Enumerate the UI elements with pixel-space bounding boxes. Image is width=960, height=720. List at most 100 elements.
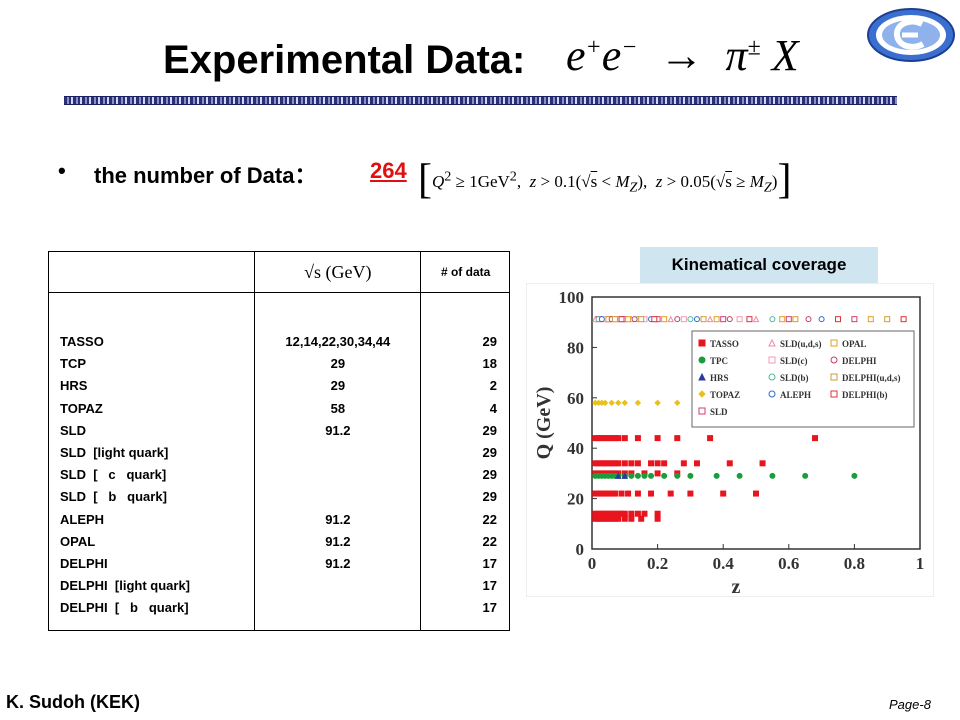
data-point xyxy=(625,490,632,497)
data-point xyxy=(641,472,648,479)
legend-marker xyxy=(830,373,838,381)
cell-n: 29 xyxy=(482,489,497,505)
data-point xyxy=(835,316,841,323)
y-tick-label: 20 xyxy=(567,490,584,509)
cell-energy: 91.2 xyxy=(325,556,351,572)
data-point xyxy=(634,460,641,467)
legend-label: SLD(c) xyxy=(780,356,808,366)
data-point xyxy=(651,316,658,323)
data-point xyxy=(648,472,655,479)
legend-label: SLD(u,d,s) xyxy=(780,339,822,349)
cell-n: 29 xyxy=(482,467,497,483)
experiment-column: TASSO TCP HRS TOPAZ SLD SLD [light quark] SLD … xyxy=(47,292,256,631)
legend-label: HRS xyxy=(710,373,729,383)
plot-frame xyxy=(591,296,921,550)
data-point xyxy=(615,460,622,467)
cell-energy: 29 xyxy=(330,356,346,372)
y-tick-label: 40 xyxy=(567,439,584,458)
data-point xyxy=(654,515,661,522)
cell-exp: ALEPH xyxy=(60,511,105,527)
table-header-count: # of data xyxy=(420,251,510,293)
data-point xyxy=(621,515,628,522)
y-tick-label: 60 xyxy=(567,389,584,408)
cell-energy: 58 xyxy=(330,400,346,416)
data-point xyxy=(654,435,661,442)
cell-exp: TOPAZ xyxy=(60,400,103,416)
cell-n: 17 xyxy=(482,578,497,594)
data-point xyxy=(802,472,809,479)
cell-energy xyxy=(256,597,419,619)
table-header-energy: √s (GeV) xyxy=(254,251,422,293)
legend-marker xyxy=(698,390,706,398)
data-point xyxy=(779,316,786,323)
data-point xyxy=(785,316,792,323)
cell-n: 17 xyxy=(482,600,497,616)
data-point xyxy=(736,472,743,479)
legend-label: ALEPH xyxy=(780,390,811,400)
data-point xyxy=(736,316,743,323)
legend-label: DELPHI(u,d,s) xyxy=(842,373,901,383)
legend-marker xyxy=(768,390,776,398)
data-point xyxy=(634,472,641,479)
bullet-icon: • xyxy=(58,158,66,183)
data-point xyxy=(615,435,622,442)
data-point xyxy=(598,316,605,323)
data-point xyxy=(634,435,641,442)
data-point xyxy=(674,399,681,407)
data-point xyxy=(706,315,714,323)
data-point xyxy=(628,472,635,479)
data-point xyxy=(884,316,891,323)
legend-marker xyxy=(698,339,706,347)
x-axis-label: z xyxy=(732,576,741,597)
data-point xyxy=(661,472,668,479)
legend-marker xyxy=(768,338,776,347)
data-point xyxy=(726,460,733,467)
footer-page: Page-8 xyxy=(889,697,931,712)
cell-exp: OPAL xyxy=(60,533,96,549)
data-point xyxy=(693,460,700,467)
data-point xyxy=(693,316,700,323)
legend-marker xyxy=(768,373,776,381)
cell-n: 17 xyxy=(482,556,497,572)
data-point xyxy=(667,315,675,323)
data-point xyxy=(674,472,681,479)
legend-label: DELPHI xyxy=(842,356,877,366)
data-point xyxy=(700,316,707,323)
data-point xyxy=(614,472,622,479)
cell-n: 29 xyxy=(482,334,497,349)
data-point xyxy=(752,315,760,323)
data-point xyxy=(611,490,618,497)
cell-exp: SLD [light quark] xyxy=(60,445,169,461)
data-point xyxy=(746,316,753,323)
data-point xyxy=(634,399,642,407)
data-point xyxy=(638,515,645,522)
data-point xyxy=(621,510,628,517)
y-tick-label: 80 xyxy=(567,338,584,357)
data-point xyxy=(611,316,618,323)
data-point xyxy=(661,460,668,467)
data-point xyxy=(618,316,625,323)
data-point xyxy=(759,460,766,467)
table-header-row: √s (GeV) # of data xyxy=(47,251,510,293)
cell-energy: 12,14,22,30,34,44 xyxy=(285,334,391,349)
cell-exp: TCP xyxy=(60,356,86,372)
bullet-label: the number of Data： xyxy=(94,163,317,188)
legend-marker xyxy=(830,339,838,347)
data-point xyxy=(713,316,720,323)
cell-energy xyxy=(256,575,419,597)
data-point xyxy=(621,435,628,442)
x-tick-label: 0.8 xyxy=(844,554,865,573)
data-point xyxy=(867,316,874,323)
legend-label: DELPHI(b) xyxy=(842,390,888,400)
count-column: 29 18 2 4 29 29 29 29 22 22 17 17 17 xyxy=(420,292,510,631)
slide-title: Experimental Data: xyxy=(163,38,526,82)
data-point xyxy=(654,510,661,517)
legend-label: TPC xyxy=(710,356,728,366)
data-point xyxy=(687,316,694,323)
data-point xyxy=(851,316,858,323)
data-point xyxy=(769,472,776,479)
cell-energy: 91.2 xyxy=(325,422,351,438)
legend-label: SLD xyxy=(710,407,728,417)
cell-n: 29 xyxy=(482,445,497,461)
data-point xyxy=(707,435,714,442)
